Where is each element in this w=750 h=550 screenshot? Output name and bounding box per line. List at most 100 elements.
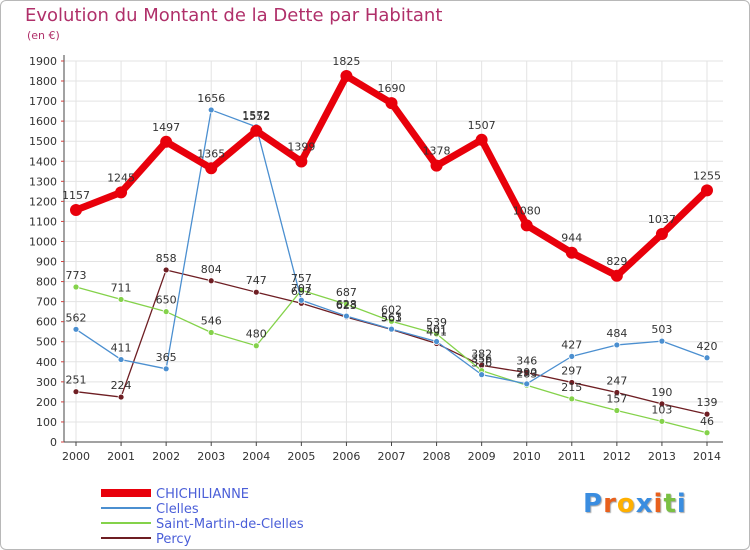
data-point-saint-martin-de-clelles [613, 407, 621, 414]
x-tick-label: 2002 [152, 450, 180, 463]
data-label-percy: 747 [246, 274, 267, 287]
data-point-clelles [658, 337, 666, 345]
data-point-chichilianne [205, 162, 218, 175]
data-point-chichilianne [430, 159, 443, 172]
y-tick-label: 1300 [29, 175, 57, 188]
series-lines [70, 70, 713, 437]
data-label-clelles: 484 [606, 327, 627, 340]
y-tick-label: 1600 [29, 115, 57, 128]
data-label-saint-martin-de-clelles: 773 [66, 269, 87, 282]
data-point-saint-martin-de-clelles [117, 296, 125, 303]
data-label-chichilianne: 1507 [468, 119, 496, 132]
data-label-percy: 247 [606, 374, 627, 387]
data-label-percy: 692 [291, 285, 312, 298]
data-label-chichilianne: 1825 [332, 55, 360, 68]
legend-label-clelles: Clelles [156, 502, 199, 517]
data-label-chichilianne: 1037 [648, 213, 676, 226]
data-label-percy: 623 [336, 299, 357, 312]
x-tick-label: 2000 [62, 450, 90, 463]
data-point-percy [252, 288, 260, 296]
legend: CHICHILIANNEClellesSaint-Martin-de-Clell… [101, 487, 304, 547]
proxiti-logo: Proxiti [583, 489, 687, 519]
y-tick-label: 1000 [29, 235, 57, 248]
data-point-percy [658, 400, 666, 408]
data-label-percy: 561 [381, 312, 402, 325]
data-label-chichilianne: 1245 [107, 171, 135, 184]
data-label-chichilianne: 944 [561, 232, 582, 245]
y-tick-label: 100 [36, 416, 57, 429]
data-point-clelles [162, 365, 170, 373]
y-tick-label: 700 [36, 296, 57, 309]
data-point-chichilianne [295, 155, 308, 168]
data-label-clelles: 427 [561, 338, 582, 351]
data-point-percy [613, 389, 621, 396]
logo-letter: r [603, 489, 617, 519]
data-label-clelles: 563 [381, 311, 402, 324]
data-point-clelles [117, 356, 125, 363]
logo-letter: o [616, 489, 636, 519]
data-label-saint-martin-de-clelles: 687 [336, 286, 357, 299]
data-point-percy [207, 277, 215, 285]
data-label-chichilianne: 1690 [378, 82, 406, 95]
data-label-chichilianne: 1378 [423, 145, 451, 158]
chart-title: Evolution du Montant de la Dette par Hab… [25, 5, 443, 26]
y-tick-label: 400 [36, 356, 57, 369]
data-label-clelles: 707 [291, 282, 312, 295]
data-point-percy [117, 393, 125, 401]
data-point-chichilianne [250, 124, 263, 137]
x-tick-label: 2014 [693, 450, 721, 463]
data-point-percy [72, 388, 80, 396]
data-point-chichilianne [520, 219, 533, 232]
data-point-clelles [207, 106, 215, 114]
data-point-percy [162, 266, 170, 274]
y-tick-label: 600 [36, 316, 57, 329]
data-label-clelles: 628 [336, 298, 357, 311]
y-tick-label: 1100 [29, 215, 57, 228]
y-tick-label: 1900 [29, 55, 57, 68]
x-tick-label: 2004 [242, 450, 270, 463]
data-label-percy: 346 [516, 355, 537, 368]
data-point-chichilianne [701, 184, 713, 197]
data-label-saint-martin-de-clelles: 103 [651, 403, 672, 416]
y-tick-label: 0 [50, 436, 57, 449]
data-point-chichilianne [115, 186, 128, 199]
y-tick-label: 1700 [29, 95, 57, 108]
data-label-percy: 858 [156, 252, 177, 265]
x-tick-label: 2001 [107, 450, 135, 463]
data-label-saint-martin-de-clelles: 650 [156, 294, 177, 307]
data-label-clelles: 501 [426, 324, 447, 337]
data-label-clelles: 290 [516, 366, 537, 379]
data-point-clelles [568, 352, 576, 360]
data-label-saint-martin-de-clelles: 711 [111, 281, 132, 294]
legend-label-saint-martin-de-clelles: Saint-Martin-de-Clelles [156, 517, 304, 532]
data-point-saint-martin-de-clelles [207, 329, 215, 336]
data-point-clelles [72, 325, 80, 333]
data-point-saint-martin-de-clelles [72, 283, 80, 291]
logo-letter: x [635, 489, 654, 519]
y-tick-label: 300 [36, 376, 57, 389]
data-point-chichilianne [160, 135, 173, 148]
y-tick-label: 1400 [29, 155, 57, 168]
logo-letter: i [653, 489, 664, 519]
data-label-saint-martin-de-clelles: 46 [700, 415, 714, 428]
data-label-clelles: 1572 [242, 109, 270, 122]
y-tick-label: 1800 [29, 75, 57, 88]
data-label-chichilianne: 1080 [513, 204, 541, 217]
data-label-clelles: 503 [651, 323, 672, 336]
data-label-chichilianne: 1255 [693, 169, 721, 182]
x-tick-label: 2011 [558, 450, 586, 463]
data-label-percy: 224 [111, 379, 132, 392]
grid [64, 60, 723, 443]
x-tick-label: 2013 [648, 450, 676, 463]
x-tick-label: 2003 [197, 450, 225, 463]
data-point-clelles [478, 371, 486, 379]
data-point-chichilianne [340, 70, 353, 83]
x-tick-label: 2009 [468, 450, 496, 463]
data-point-saint-martin-de-clelles [388, 317, 395, 325]
x-tick-label: 2006 [332, 450, 360, 463]
data-label-percy: 491 [426, 326, 447, 339]
data-point-saint-martin-de-clelles [658, 417, 666, 425]
y-tick-label: 900 [36, 256, 57, 269]
data-label-saint-martin-de-clelles: 215 [561, 381, 582, 394]
data-label-percy: 297 [561, 364, 582, 377]
